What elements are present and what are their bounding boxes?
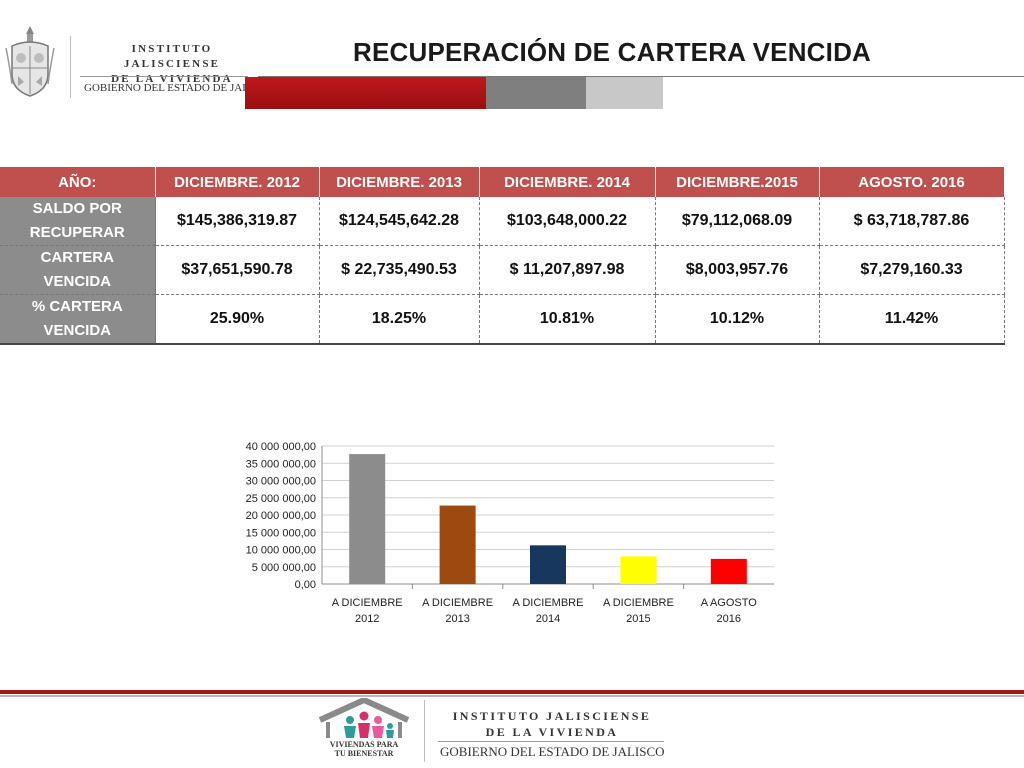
row-label-line: CARTERA xyxy=(40,249,114,266)
row-label-cartera: CARTERA VENCIDA xyxy=(0,245,156,295)
table-row-cartera-vencida: CARTERA VENCIDA $37,651,590.78 $ 22,735,… xyxy=(0,245,1005,295)
viviendas-house-family-logo xyxy=(318,698,410,738)
row-label-porcentaje: % CARTERA VENCIDA xyxy=(0,294,156,345)
table-cell: $ 22,735,490.53 xyxy=(319,245,480,295)
y-tick-label: 30 000 000,00 xyxy=(246,476,316,488)
y-tick-label: 0,00 xyxy=(295,579,316,591)
footer-government-name: GOBIERNO DEL ESTADO DE JALISCO xyxy=(440,744,665,759)
bar xyxy=(349,454,386,584)
slide-title: RECUPERACIÓN DE CARTERA VENCIDA xyxy=(352,37,872,67)
footer-institution-line1: INSTITUTO JALISCIENSE xyxy=(452,709,652,723)
x-tick-label: A DICIEMBRE xyxy=(422,597,493,609)
table-cell: $ 11,207,897.98 xyxy=(479,245,656,295)
bar xyxy=(439,505,476,584)
bar xyxy=(530,545,566,584)
row-label-line: VENCIDA xyxy=(43,322,111,339)
table-cell: $124,545,642.28 xyxy=(319,197,480,246)
footer-logo-caption-line1: VIVIENDAS PARA xyxy=(329,740,399,749)
table-row-saldo-por-recuperar: SALDO POR RECUPERAR $145,386,319.87 $124… xyxy=(0,197,1005,246)
cartera-table: AÑO: DICIEMBRE. 2012 DICIEMBRE. 2013 DIC… xyxy=(0,167,1005,345)
x-tick-label: 2014 xyxy=(536,613,560,625)
footer-logo-caption-line2: TU BIENESTAR xyxy=(334,749,394,758)
x-tick-label: A DICIEMBRE xyxy=(513,597,584,609)
table-cell: $103,648,000.22 xyxy=(479,197,656,246)
table-cell: 18.25% xyxy=(319,294,480,345)
accent-bar-gray xyxy=(486,77,586,109)
y-tick-label: 15 000 000,00 xyxy=(246,527,316,539)
header-government-name: GOBIERNO DEL ESTADO DE JALISCO xyxy=(84,82,274,94)
x-tick-label: 2015 xyxy=(626,613,650,625)
table-cell: 10.12% xyxy=(655,294,820,345)
header-institution-name: INSTITUTO JALISCIENSE DE LA VIVIENDA xyxy=(82,42,262,87)
table-cell: $8,003,957.76 xyxy=(655,245,820,295)
accent-bar-red xyxy=(245,77,486,109)
y-tick-label: 25 000 000,00 xyxy=(246,493,316,505)
row-label-line: VENCIDA xyxy=(43,273,111,290)
x-tick-label: 2013 xyxy=(445,613,469,625)
x-tick-label: A DICIEMBRE xyxy=(603,597,674,609)
footer-institution-line2: DE LA VIVIENDA xyxy=(485,725,619,739)
table-header-row: AÑO: DICIEMBRE. 2012 DICIEMBRE. 2013 DIC… xyxy=(0,167,1005,197)
table-cell: 10.81% xyxy=(479,294,656,345)
table-cell: $79,112,068.09 xyxy=(655,197,820,246)
row-label-line: SALDO POR xyxy=(32,200,122,217)
state-coat-of-arms-logo xyxy=(5,26,55,97)
bar xyxy=(710,558,747,584)
table-row-porcentaje-cartera: % CARTERA VENCIDA 25.90% 18.25% 10.81% 1… xyxy=(0,294,1005,345)
footer-institution-name: INSTITUTO JALISCIENSE DE LA VIVIENDA xyxy=(434,708,670,740)
footer-logo-caption: VIVIENDAS PARA TU BIENESTAR xyxy=(316,740,412,758)
header-logo-divider xyxy=(70,36,71,98)
bar xyxy=(620,556,657,584)
x-tick-label: A AGOSTO xyxy=(701,597,757,609)
x-tick-label: 2016 xyxy=(717,613,741,625)
row-label-line: RECUPERAR xyxy=(29,224,125,241)
y-tick-label: 20 000 000,00 xyxy=(246,510,316,522)
table-cell: 11.42% xyxy=(819,294,1005,345)
header-institution-rule xyxy=(80,76,248,77)
footer-red-stripe xyxy=(0,690,1024,694)
y-tick-label: 35 000 000,00 xyxy=(246,458,316,470)
cartera-vencida-bar-chart: 0,00 5 000 000,00 10 000 000,00 15 000 000,… xyxy=(246,441,774,625)
header-cell-2013: DICIEMBRE. 2013 xyxy=(319,167,480,197)
footer-gray-stripe xyxy=(0,695,1024,697)
table-cell: $145,386,319.87 xyxy=(155,197,320,246)
y-tick-label: 5 000 000,00 xyxy=(252,562,316,574)
header-institution-line1: INSTITUTO JALISCIENSE xyxy=(123,43,221,70)
header-cell-2014: DICIEMBRE. 2014 xyxy=(479,167,656,197)
accent-bar-light-gray xyxy=(586,77,663,109)
header-cell-2016: AGOSTO. 2016 xyxy=(819,167,1005,197)
row-label-saldo: SALDO POR RECUPERAR xyxy=(0,197,156,246)
footer-logo-divider xyxy=(424,700,425,762)
y-tick-label: 40 000 000,00 xyxy=(246,441,316,453)
x-tick-label: A DICIEMBRE xyxy=(332,597,403,609)
title-underline xyxy=(258,76,1024,77)
table-cell: $ 63,718,787.86 xyxy=(819,197,1005,246)
row-label-line: % CARTERA xyxy=(31,298,123,315)
header-cell-year: AÑO: xyxy=(0,167,156,197)
y-tick-label: 10 000 000,00 xyxy=(246,545,316,557)
footer-institution-rule xyxy=(438,741,664,742)
x-tick-label: 2012 xyxy=(355,613,379,625)
header-cell-2015: DICIEMBRE.2015 xyxy=(655,167,820,197)
table-cell: 25.90% xyxy=(155,294,320,345)
table-cell: $37,651,590.78 xyxy=(155,245,320,295)
header-cell-2012: DICIEMBRE. 2012 xyxy=(155,167,320,197)
table-cell: $7,279,160.33 xyxy=(819,245,1005,295)
